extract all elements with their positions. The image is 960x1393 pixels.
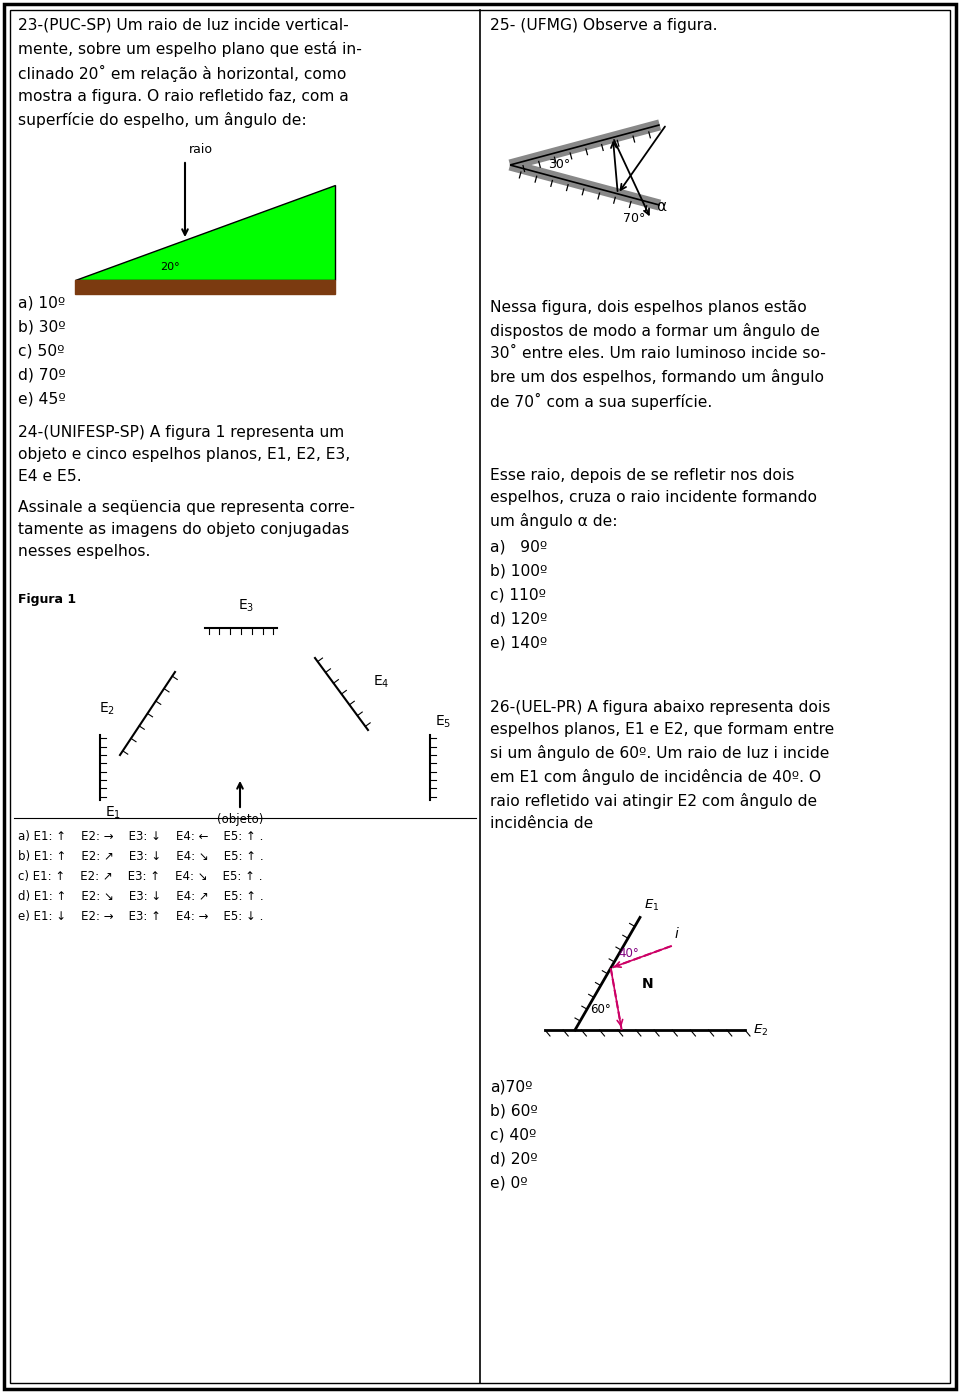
- Text: c) 110º: c) 110º: [490, 588, 546, 603]
- Text: 70°: 70°: [623, 212, 645, 224]
- Text: N: N: [641, 976, 654, 990]
- Text: Nessa figura, dois espelhos planos estão
dispostos de modo a formar um ângulo de: Nessa figura, dois espelhos planos estão…: [490, 299, 826, 410]
- Text: a) E1: ↑    E2: →    E3: ↓    E4: ←    E5: ↑ .: a) E1: ↑ E2: → E3: ↓ E4: ← E5: ↑ .: [18, 830, 263, 843]
- Text: E$_1$: E$_1$: [644, 898, 660, 914]
- Text: d) 20º: d) 20º: [490, 1152, 538, 1167]
- Text: α: α: [656, 199, 666, 215]
- Text: 20°: 20°: [160, 262, 180, 272]
- Text: 24-(UNIFESP-SP) A figura 1 representa um
objeto e cinco espelhos planos, E1, E2,: 24-(UNIFESP-SP) A figura 1 representa um…: [18, 425, 350, 485]
- Text: 23-(PUC-SP) Um raio de luz incide vertical-
mente, sobre um espelho plano que es: 23-(PUC-SP) Um raio de luz incide vertic…: [18, 18, 362, 128]
- Text: E$_2$: E$_2$: [99, 701, 115, 717]
- Text: i: i: [675, 926, 679, 940]
- Text: Figura 1: Figura 1: [18, 593, 76, 606]
- Text: d) 120º: d) 120º: [490, 612, 547, 627]
- Text: b) E1: ↑    E2: ↗    E3: ↓    E4: ↘    E5: ↑ .: b) E1: ↑ E2: ↗ E3: ↓ E4: ↘ E5: ↑ .: [18, 850, 264, 864]
- Text: 26-(UEL-PR) A figura abaixo representa dois
espelhos planos, E1 e E2, que formam: 26-(UEL-PR) A figura abaixo representa d…: [490, 701, 834, 830]
- Text: b) 100º: b) 100º: [490, 564, 547, 579]
- Text: Esse raio, depois de se refletir nos dois
espelhos, cruza o raio incidente forma: Esse raio, depois de se refletir nos doi…: [490, 468, 817, 529]
- Text: raio: raio: [189, 143, 213, 156]
- Text: (objeto): (objeto): [217, 814, 263, 826]
- Text: Assinale a seqüencia que representa corre-
tamente as imagens do objeto conjugad: Assinale a seqüencia que representa corr…: [18, 500, 355, 560]
- Text: b) 30º: b) 30º: [18, 319, 65, 334]
- Text: e) E1: ↓    E2: →    E3: ↑    E4: →    E5: ↓ .: e) E1: ↓ E2: → E3: ↑ E4: → E5: ↓ .: [18, 910, 263, 924]
- Text: c) 50º: c) 50º: [18, 343, 64, 358]
- Text: E$_5$: E$_5$: [435, 713, 451, 730]
- Text: e) 45º: e) 45º: [18, 391, 65, 405]
- Text: c) 40º: c) 40º: [490, 1128, 537, 1144]
- Text: b) 60º: b) 60º: [490, 1105, 538, 1119]
- Text: 25- (UFMG) Observe a figura.: 25- (UFMG) Observe a figura.: [490, 18, 717, 33]
- Text: d) E1: ↑    E2: ↘    E3: ↓    E4: ↗    E5: ↑ .: d) E1: ↑ E2: ↘ E3: ↓ E4: ↗ E5: ↑ .: [18, 890, 264, 903]
- Text: d) 70º: d) 70º: [18, 366, 65, 382]
- Polygon shape: [75, 185, 335, 280]
- Text: E$_4$: E$_4$: [373, 674, 390, 690]
- Text: E$_3$: E$_3$: [238, 598, 254, 614]
- Text: 60°: 60°: [590, 1003, 611, 1015]
- Text: e) 140º: e) 140º: [490, 637, 547, 651]
- Text: E$_2$: E$_2$: [753, 1022, 768, 1038]
- Text: 40°: 40°: [619, 947, 639, 960]
- Text: 30°: 30°: [548, 159, 570, 171]
- Text: a)70º: a)70º: [490, 1080, 533, 1095]
- Text: e) 0º: e) 0º: [490, 1176, 528, 1191]
- Text: a)   90º: a) 90º: [490, 540, 547, 554]
- Text: E$_1$: E$_1$: [105, 805, 121, 822]
- Text: c) E1: ↑    E2: ↗    E3: ↑    E4: ↘    E5: ↑ .: c) E1: ↑ E2: ↗ E3: ↑ E4: ↘ E5: ↑ .: [18, 871, 262, 883]
- Text: a) 10º: a) 10º: [18, 295, 65, 311]
- Bar: [75, 280, 335, 294]
